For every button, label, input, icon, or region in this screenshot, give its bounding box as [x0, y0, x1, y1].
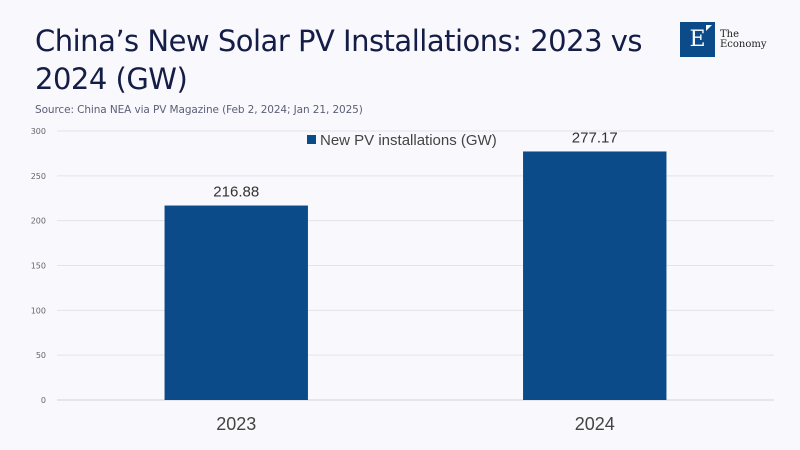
bar-2023: [164, 205, 308, 400]
bar-2024: [523, 151, 667, 400]
y-tick-label: 300: [31, 127, 46, 136]
data-label-2024: 277.17: [572, 129, 618, 146]
x-axis-labels: 2023 2024: [216, 414, 615, 434]
legend: New PV installations (GW): [307, 132, 497, 149]
source-note: Source: China NEA via PV Magazine (Feb 2…: [35, 104, 363, 116]
y-tick-label: 200: [31, 217, 46, 226]
bars: [164, 151, 667, 400]
x-tick-label-2023: 2023: [216, 414, 256, 434]
y-tick-label: 250: [31, 172, 46, 181]
logo-line-1: The: [720, 28, 740, 40]
logo-line-2: Economy: [720, 38, 767, 50]
y-axis-ticks: 0 50 100 150 200 250 300: [31, 127, 46, 405]
legend-swatch: [307, 135, 316, 144]
logo-corner-icon: [706, 25, 712, 31]
y-tick-label: 100: [31, 306, 46, 315]
chart-title: China’s New Solar PV Installations: 2023…: [35, 24, 643, 96]
the-economy-logo: E The Economy: [680, 22, 767, 57]
logo-letter: E: [689, 27, 706, 52]
logo-mark-icon: E: [680, 22, 715, 57]
y-tick-label: 150: [31, 262, 46, 271]
y-tick-label: 50: [36, 351, 46, 360]
y-tick-label: 0: [41, 396, 46, 405]
data-labels: 216.88 277.17: [213, 129, 617, 200]
data-label-2023: 216.88: [213, 184, 259, 201]
x-tick-label-2024: 2024: [575, 414, 615, 434]
legend-label: New PV installations (GW): [320, 132, 497, 149]
logo-wordmark: The Economy: [720, 28, 767, 50]
